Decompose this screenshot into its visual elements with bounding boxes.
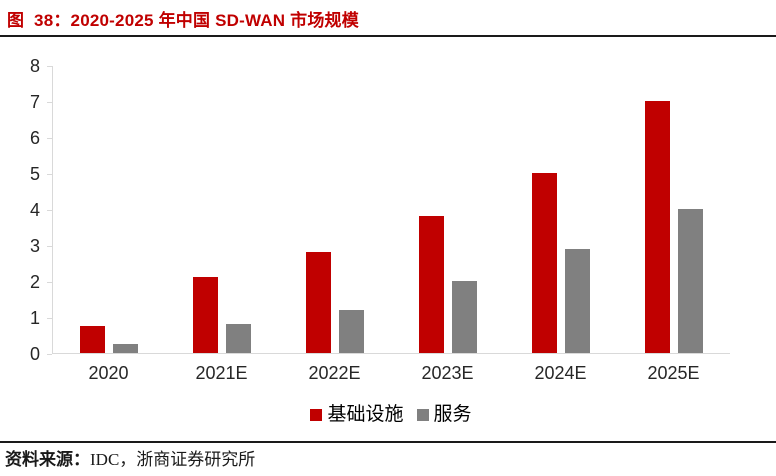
y-tick-mark xyxy=(47,174,52,175)
footer-divider xyxy=(0,441,776,443)
y-tick-label-5: 5 xyxy=(29,164,40,184)
bar-groups xyxy=(53,66,730,353)
y-tick-label-3: 3 xyxy=(29,236,40,256)
bar-infrastructure-2025E xyxy=(644,101,670,353)
legend-swatch-infrastructure xyxy=(310,409,323,421)
bar-infrastructure-2024E xyxy=(531,173,557,353)
legend-swatch-service xyxy=(416,409,429,421)
y-tick-label-1: 1 xyxy=(29,308,40,328)
legend-item-service: 服务 xyxy=(416,404,472,426)
bar-service-2021E xyxy=(226,324,252,353)
bar-service-2024E xyxy=(564,248,590,353)
y-tick-label-2: 2 xyxy=(29,272,40,292)
y-tick-mark xyxy=(47,318,52,319)
y-tick-mark xyxy=(47,102,52,103)
legend: 基础设施 服务 xyxy=(52,403,730,427)
y-tick-label-8: 8 xyxy=(29,56,40,76)
y-tick-mark xyxy=(47,246,52,247)
y-axis: 0 1 2 3 4 5 6 7 8 xyxy=(0,56,40,364)
legend-label-infrastructure: 基础设施 xyxy=(327,404,404,425)
bar-service-2022E xyxy=(339,309,365,353)
y-tick-mark xyxy=(47,138,52,139)
source-label: 资料来源： xyxy=(5,450,90,469)
bar-service-2020 xyxy=(113,344,139,353)
bar-infrastructure-2021E xyxy=(193,277,219,353)
bar-infrastructure-2022E xyxy=(306,252,332,353)
y-tick-mark xyxy=(47,210,52,211)
x-axis-label-2024E: 2024E xyxy=(534,363,587,383)
y-tick-label-0: 0 xyxy=(29,344,40,364)
bar-group-2024E xyxy=(504,66,617,353)
bar-group-2021E xyxy=(166,66,279,353)
source-note: 资料来源：IDC，浙商证券研究所 xyxy=(5,448,255,472)
title-divider xyxy=(0,35,776,37)
source-text: IDC，浙商证券研究所 xyxy=(90,450,256,469)
legend-label-service: 服务 xyxy=(433,404,472,425)
y-tick-label-4: 4 xyxy=(29,200,40,220)
bar-group-2020 xyxy=(53,66,166,353)
bar-service-2023E xyxy=(451,281,477,353)
x-axis-label-2023E: 2023E xyxy=(421,363,474,383)
y-tick-label-6: 6 xyxy=(29,128,40,148)
x-axis-label-2020: 2020 xyxy=(88,363,129,383)
plot-area xyxy=(47,66,730,355)
y-tick-mark xyxy=(47,354,52,355)
y-tick-label-7: 7 xyxy=(29,92,40,112)
bar-infrastructure-2023E xyxy=(418,216,444,353)
x-axis-label-2025E: 2025E xyxy=(647,363,700,383)
bar-group-2025E xyxy=(617,66,730,353)
figure-title: 图 38：2020-2025 年中国 SD-WAN 市场规模 xyxy=(7,11,359,30)
x-axis-label-2022E: 2022E xyxy=(308,363,361,383)
bar-infrastructure-2020 xyxy=(80,326,106,353)
bar-service-2025E xyxy=(677,209,703,353)
y-tick-mark xyxy=(47,282,52,283)
x-axis-label-2021E: 2021E xyxy=(195,363,248,383)
bar-group-2023E xyxy=(391,66,504,353)
y-tick-mark xyxy=(47,66,52,67)
bar-group-2022E xyxy=(279,66,392,353)
legend-item-infrastructure: 基础设施 xyxy=(310,404,404,426)
x-axis-labels: 2020 2021E 2022E 2023E 2024E 2025E xyxy=(52,362,730,384)
